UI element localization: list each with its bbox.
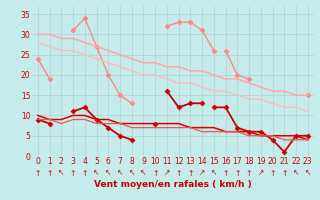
Text: ↗: ↗: [199, 168, 205, 178]
Text: ↗: ↗: [258, 168, 264, 178]
Text: ↑: ↑: [234, 168, 241, 178]
Text: ↑: ↑: [35, 168, 41, 178]
Text: ↑: ↑: [187, 168, 194, 178]
Text: ↖: ↖: [140, 168, 147, 178]
X-axis label: Vent moyen/en rafales ( km/h ): Vent moyen/en rafales ( km/h ): [94, 180, 252, 189]
Text: ↖: ↖: [105, 168, 111, 178]
Text: ↗: ↗: [164, 168, 170, 178]
Text: ↑: ↑: [82, 168, 88, 178]
Text: ↑: ↑: [269, 168, 276, 178]
Text: ↖: ↖: [93, 168, 100, 178]
Text: ↖: ↖: [293, 168, 299, 178]
Text: ↑: ↑: [222, 168, 229, 178]
Text: ↖: ↖: [58, 168, 65, 178]
Text: ↑: ↑: [46, 168, 53, 178]
Text: ↑: ↑: [281, 168, 287, 178]
Text: ↑: ↑: [246, 168, 252, 178]
Text: ↑: ↑: [70, 168, 76, 178]
Text: ↖: ↖: [117, 168, 123, 178]
Text: ↑: ↑: [152, 168, 158, 178]
Text: ↑: ↑: [175, 168, 182, 178]
Text: ↖: ↖: [211, 168, 217, 178]
Text: ↖: ↖: [305, 168, 311, 178]
Text: ↖: ↖: [129, 168, 135, 178]
